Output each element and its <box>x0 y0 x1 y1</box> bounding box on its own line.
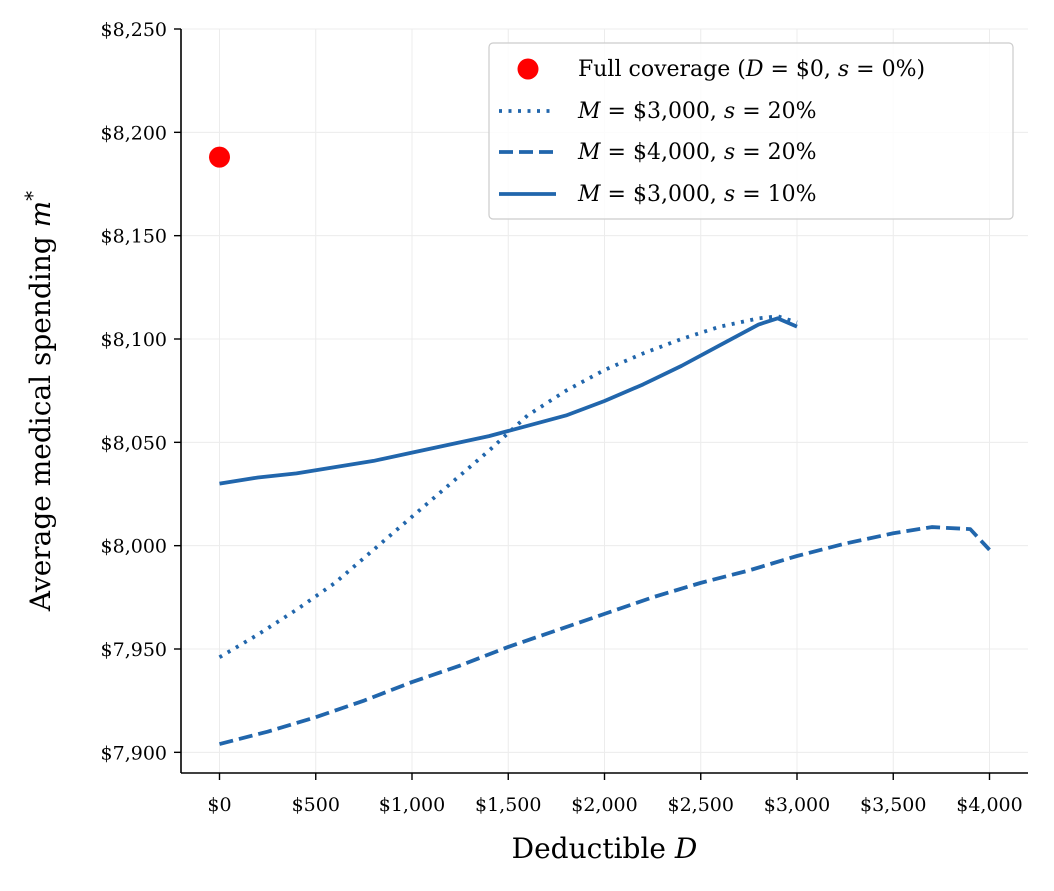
x-tick-label: $2,500 <box>668 794 734 816</box>
series-line-dotted <box>218 314 798 659</box>
legend-label-dotted: M = $3,000, s = 20% <box>577 99 817 124</box>
legend-label-dashed: M = $4,000, s = 20% <box>577 140 817 165</box>
y-tick-label: $7,950 <box>101 639 167 661</box>
x-tick-label: $3,000 <box>764 794 830 816</box>
x-tick-label: $1,500 <box>475 794 541 816</box>
axes: $0 $500 $1,000 $1,500 $2,000 $2,500 $3,000 $3,5… <box>20 19 1028 865</box>
x-tick-label: $0 <box>207 794 231 816</box>
x-tick-label: $2,000 <box>571 794 637 816</box>
y-tick-label: $8,100 <box>101 329 167 351</box>
y-tick-label: $8,200 <box>101 122 167 144</box>
series-line-solid <box>219 316 798 486</box>
y-tick-label: $8,000 <box>101 536 167 558</box>
legend: Full coverage (D = $0, s = 0%) M = $3,000… <box>488 42 1014 220</box>
series-line-dashed <box>219 525 991 746</box>
y-tick-label: $8,150 <box>101 226 167 248</box>
y-tick-label: $7,900 <box>101 742 167 764</box>
legend-box <box>488 42 1014 220</box>
y-tick-label: $8,250 <box>101 19 167 41</box>
x-tick-label: $3,500 <box>860 794 926 816</box>
x-tick-label: $500 <box>292 794 340 816</box>
x-axis-label: Deductible D <box>512 832 698 865</box>
legend-label-solid: M = $3,000, s = 10% <box>577 182 817 207</box>
x-tick-label: $4,000 <box>956 794 1022 816</box>
plot-area <box>209 146 991 746</box>
y-tick-label: $8,050 <box>101 432 167 454</box>
legend-point-marker <box>517 58 539 80</box>
full-coverage-point <box>209 146 230 168</box>
y-axis-label: Average medical spending m* <box>20 191 57 612</box>
legend-label-full-coverage: Full coverage (D = $0, s = 0%) <box>578 57 925 82</box>
x-tick-label: $1,000 <box>379 794 445 816</box>
